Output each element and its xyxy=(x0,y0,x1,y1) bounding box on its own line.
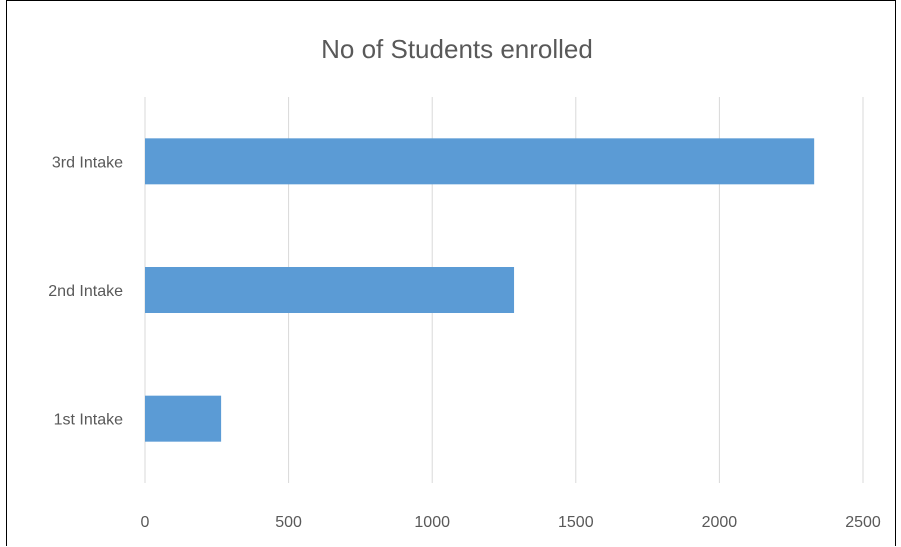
y-category-label: 3rd Intake xyxy=(52,154,123,171)
y-category-label: 1st Intake xyxy=(54,412,123,429)
x-tick-label: 0 xyxy=(141,514,150,531)
y-axis-categories: 1st Intake 2nd Intake 3rd Intake xyxy=(48,154,123,428)
x-tick-label: 2000 xyxy=(702,514,738,531)
x-axis-ticks: 0 500 1000 1500 2000 2500 xyxy=(141,514,881,531)
bar-chart: No of Students enrolled 0 500 1000 1500 2000… xyxy=(48,34,881,531)
x-tick-label: 2500 xyxy=(845,514,881,531)
bars xyxy=(145,138,815,442)
bar-2nd-intake xyxy=(145,267,515,313)
bar-3rd-intake xyxy=(145,138,815,185)
y-category-label: 2nd Intake xyxy=(48,283,123,300)
chart-title: No of Students enrolled xyxy=(321,34,593,64)
x-tick-label: 1000 xyxy=(414,514,450,531)
bar-1st-intake xyxy=(145,395,222,442)
chart-frame: No of Students enrolled 0 500 1000 1500 2000… xyxy=(6,0,896,546)
x-tick-label: 500 xyxy=(275,514,302,531)
x-tick-label: 1500 xyxy=(558,514,594,531)
